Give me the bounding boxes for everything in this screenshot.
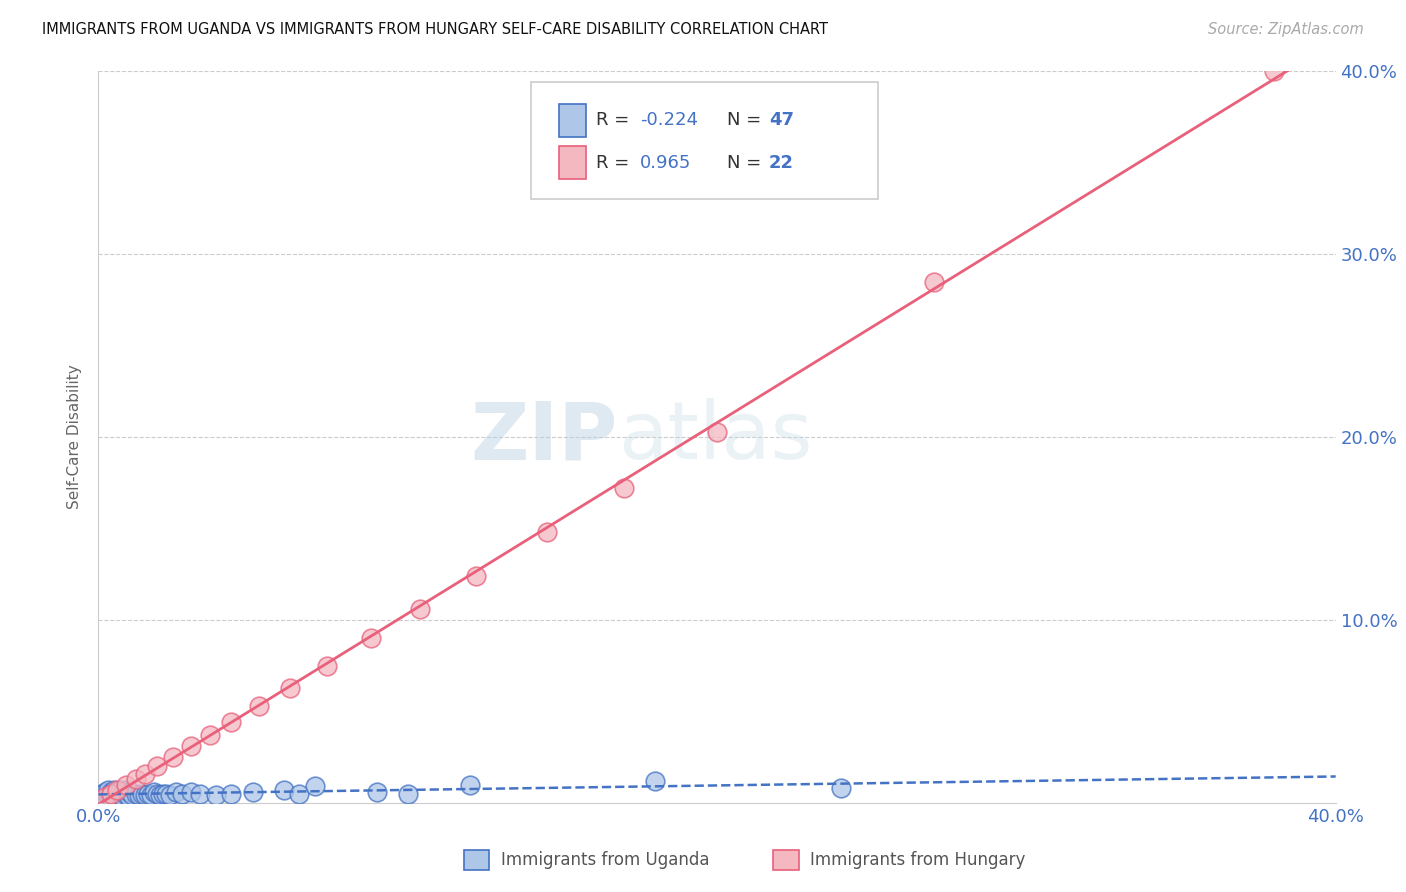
Point [536, 525, 558, 540]
Point [706, 425, 728, 439]
Text: 22: 22 [769, 153, 794, 172]
Point [242, 785, 264, 799]
Point [205, 789, 228, 803]
Point [409, 602, 432, 616]
Point [316, 658, 339, 673]
Point [134, 789, 156, 803]
Point [162, 750, 184, 764]
Point [93, 790, 115, 805]
Point [108, 789, 131, 803]
Point [143, 785, 166, 799]
Point [100, 787, 122, 801]
Point [221, 715, 243, 730]
Point [155, 787, 177, 801]
Point [360, 632, 382, 646]
FancyBboxPatch shape [558, 146, 586, 179]
Point [159, 789, 181, 803]
Point [124, 787, 146, 801]
Point [190, 787, 212, 801]
Point [115, 783, 138, 797]
Point [112, 790, 135, 805]
Point [396, 787, 419, 801]
Point [1263, 64, 1285, 78]
Point [149, 789, 172, 803]
Point [304, 780, 326, 794]
FancyBboxPatch shape [531, 82, 877, 200]
Point [613, 481, 636, 495]
Point [644, 773, 666, 788]
Point [105, 790, 128, 805]
Text: Source: ZipAtlas.com: Source: ZipAtlas.com [1208, 22, 1364, 37]
Point [118, 785, 141, 799]
Point [93, 790, 115, 805]
Text: Immigrants from Hungary: Immigrants from Hungary [810, 851, 1025, 869]
Text: ZIP: ZIP [471, 398, 619, 476]
Text: Immigrants from Uganda: Immigrants from Uganda [501, 851, 709, 869]
Point [139, 789, 162, 803]
Point [90, 787, 112, 801]
Point [115, 789, 138, 803]
Point [165, 785, 187, 799]
Text: 0.965: 0.965 [640, 153, 692, 172]
Point [115, 777, 138, 792]
Text: atlas: atlas [619, 398, 813, 476]
Point [458, 777, 481, 792]
Point [97, 789, 120, 803]
Point [103, 783, 125, 797]
Point [112, 785, 135, 799]
Point [198, 728, 221, 742]
Point [221, 787, 243, 801]
Point [273, 783, 295, 797]
Text: 47: 47 [769, 112, 794, 129]
Point [464, 569, 486, 583]
Point [124, 772, 146, 786]
FancyBboxPatch shape [558, 104, 586, 137]
Point [146, 787, 169, 801]
Point [108, 783, 131, 797]
Text: R =: R = [596, 112, 634, 129]
Point [100, 785, 122, 799]
Point [922, 275, 945, 289]
Point [170, 787, 193, 801]
Point [97, 783, 120, 797]
Point [136, 787, 159, 801]
Point [180, 785, 202, 799]
Point [128, 789, 150, 803]
Point [180, 739, 202, 753]
Point [100, 790, 122, 805]
Text: IMMIGRANTS FROM UGANDA VS IMMIGRANTS FROM HUNGARY SELF-CARE DISABILITY CORRELATI: IMMIGRANTS FROM UGANDA VS IMMIGRANTS FRO… [42, 22, 828, 37]
Point [134, 766, 156, 780]
Point [118, 790, 141, 805]
Text: N =: N = [727, 112, 766, 129]
Point [830, 781, 852, 796]
Text: -0.224: -0.224 [640, 112, 699, 129]
Point [105, 783, 128, 797]
Point [131, 787, 153, 801]
Point [152, 787, 174, 801]
Point [247, 698, 270, 713]
Text: R =: R = [596, 153, 634, 172]
Point [278, 681, 301, 695]
Point [105, 785, 128, 799]
Text: N =: N = [727, 153, 766, 172]
Point [288, 787, 311, 801]
Y-axis label: Self-Care Disability: Self-Care Disability [67, 365, 83, 509]
Point [146, 759, 169, 773]
Point [93, 785, 115, 799]
Point [103, 789, 125, 803]
Point [366, 785, 388, 799]
Point [121, 789, 143, 803]
